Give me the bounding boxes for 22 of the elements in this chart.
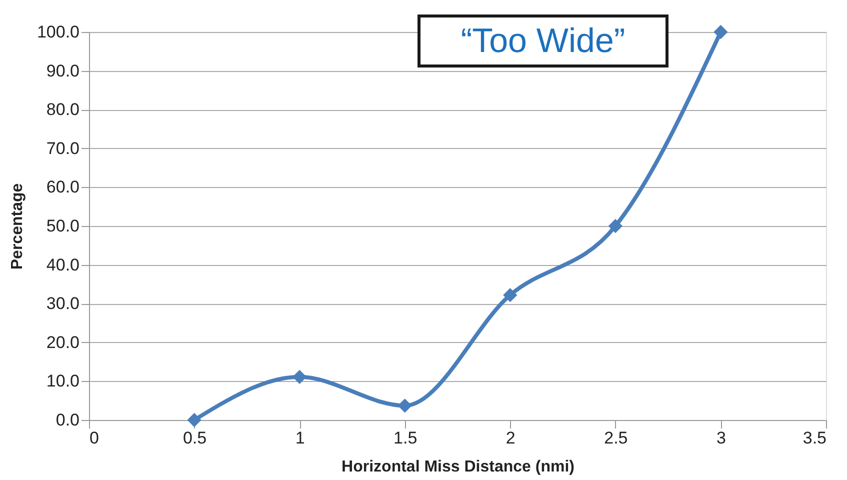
y-tick-label: 50.0 — [46, 216, 80, 236]
x-tick-label: 3 — [716, 428, 726, 448]
y-tick-label: 70.0 — [46, 138, 80, 158]
x-tick-label: 1 — [295, 428, 305, 448]
y-tick-label: 80.0 — [46, 100, 80, 120]
x-tick-label: 3.5 — [802, 428, 826, 448]
x-tick-label: 1.5 — [394, 428, 418, 448]
x-tick-label: 0.5 — [182, 428, 207, 448]
y-tick-label: 100.0 — [36, 22, 80, 42]
y-tick-label: 30.0 — [46, 294, 80, 314]
y-tick-label: 40.0 — [46, 255, 80, 274]
y-tick-label: 10.0 — [46, 372, 80, 391]
x-tick-label: 0 — [90, 428, 99, 448]
y-tick-label: 20.0 — [46, 332, 80, 352]
x-axis-title: Horizontal Miss Distance (nmi) — [342, 458, 574, 476]
x-tick-label: 2 — [506, 428, 516, 448]
annotation: “Too Wide” — [460, 22, 626, 60]
y-tick-label: 90.0 — [46, 61, 80, 80]
x-tick-label: 2.5 — [604, 428, 628, 448]
y-tick-label: 0.0 — [56, 410, 80, 430]
y-axis-title: Percentage — [8, 183, 26, 270]
y-tick-label: 60.0 — [46, 178, 80, 197]
